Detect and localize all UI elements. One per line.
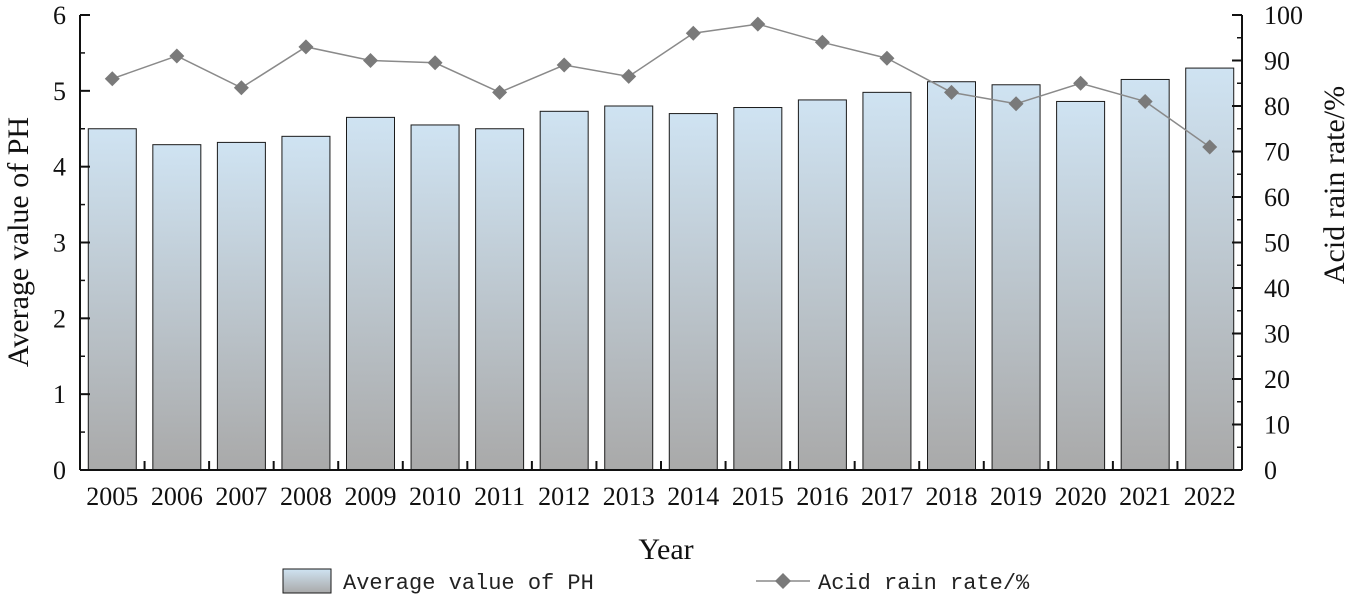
acid-rain-point-2015 [750,16,766,32]
y-axis-left-title: Average value of PH [2,117,35,367]
bar-2019 [991,84,1041,471]
acid-rain-line [112,23,1211,148]
x-tick-label: 2011 [474,482,525,511]
acid-rain-point-2013 [621,68,637,84]
legend-label-acid-rain: Acid rain rate/% [818,571,1030,596]
y-right-tick-label: 50 [1264,229,1290,258]
bar-2014 [668,113,718,471]
acid-rain-point-2009 [363,53,378,68]
legend-bar-swatch [282,568,332,594]
y-right-tick-label: 60 [1264,183,1290,212]
bar-2011 [475,128,525,471]
legend-label-ph: Average value of PH [343,571,594,596]
acid-rain-point-2019 [1008,96,1024,112]
acid-rain-point-2011 [492,84,508,100]
y-right-tick-label: 30 [1264,320,1290,349]
bar-2015 [733,107,783,471]
x-tick-label: 2020 [1055,482,1107,511]
line-series [104,16,1218,155]
x-tick-label: 2008 [280,482,332,511]
y-left-tick-label: 5 [53,77,66,106]
bar-2018 [927,81,976,471]
y-left-tick-label: 2 [53,304,66,333]
bar-2009 [346,116,395,471]
acid-rain-point-2005 [104,71,120,87]
bar-2017 [862,91,912,471]
x-tick-label: 2010 [409,482,461,511]
bar-2022 [1185,67,1235,471]
bar-2020 [1056,100,1106,471]
acid-rain-point-2014 [685,25,701,41]
x-tick-label: 2015 [732,482,784,511]
acid-rain-point-2022 [1202,139,1218,155]
y-axis-right-ticks: 0 10 20 30 40 50 60 70 80 90 100 [1232,1,1303,485]
bar-2012 [539,110,589,471]
acid-rain-point-2017 [879,50,895,66]
legend: Average value of PH Acid rain rate/% [282,568,1030,596]
x-tick-label: 2006 [151,482,203,511]
y-left-tick-label: 3 [53,229,66,258]
y-right-tick-label: 70 [1264,138,1290,167]
legend-marker-swatch [775,573,791,589]
y-axis-left-ticks: 0 1 2 3 4 5 6 [53,1,90,485]
y-right-tick-label: 10 [1264,411,1290,440]
bar-2010 [410,124,460,471]
x-tick-label: 2005 [86,482,138,511]
acid-rain-point-2020 [1073,75,1089,91]
y-axis-right-title: Acid rain rate/% [1318,86,1350,284]
y-right-tick-label: 100 [1264,1,1303,30]
bar-2008 [281,135,331,471]
x-axis-ticks: 2005 2006 2007 2008 2009 2010 2011 2012 2013 2014… [79,461,1243,511]
x-tick-label: 2018 [926,482,978,511]
acid-rain-point-2012 [556,57,572,73]
y-left-tick-label: 1 [53,380,66,409]
x-tick-label: 2009 [345,482,397,511]
y-right-tick-label: 0 [1264,456,1277,485]
acid-rain-point-2006 [169,48,185,64]
x-tick-label: 2017 [861,482,913,511]
x-tick-label: 2016 [796,482,848,511]
acid-rain-point-2016 [814,34,830,50]
x-tick-label: 2014 [667,482,719,511]
x-tick-label: 2007 [215,482,267,511]
acid-rain-point-2008 [298,39,314,55]
bar-2013 [604,105,654,471]
bar-2005 [87,128,137,471]
x-tick-label: 2022 [1184,482,1236,511]
acid-rain-point-2018 [944,84,959,100]
acid-rain-point-2021 [1137,93,1153,109]
bar-series [87,67,1235,471]
y-left-tick-label: 4 [53,153,66,182]
bar-2007 [216,141,266,471]
x-tick-label: 2013 [603,482,655,511]
bar-2021 [1120,78,1170,471]
y-left-tick-label: 6 [53,1,66,30]
acid-rain-point-2010 [427,55,443,71]
y-right-tick-label: 20 [1264,365,1290,394]
bar-2006 [152,144,202,471]
y-right-tick-label: 40 [1264,274,1290,303]
acid-rain-point-2007 [233,80,249,96]
x-axis-title: Year [638,533,693,566]
x-tick-label: 2012 [538,482,590,511]
x-tick-label: 2019 [990,482,1042,511]
x-tick-label: 2021 [1119,482,1171,511]
bar-2016 [797,99,847,471]
y-right-tick-label: 80 [1264,92,1290,121]
y-left-tick-label: 0 [53,456,66,485]
y-right-tick-label: 90 [1264,47,1290,76]
